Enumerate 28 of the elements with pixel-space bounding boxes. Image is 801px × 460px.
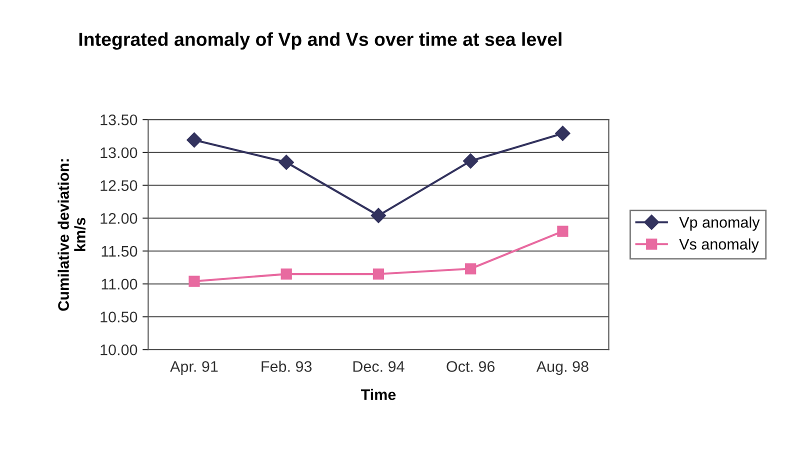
point	[188, 276, 200, 287]
x-tick-label: Apr. 91	[170, 361, 218, 375]
chart-title: Integrated anomaly of Vp and Vs over time at sea level	[79, 32, 562, 50]
y-tick-label: 11.00	[102, 278, 138, 290]
y-tick-label: 10.00	[100, 344, 138, 356]
y-tick-label: 13.50	[100, 114, 138, 126]
legend-label: Vs anomaly	[679, 238, 759, 253]
y-tick-label: 11.50	[102, 246, 138, 257]
point	[370, 208, 386, 224]
legend-label: Vp anomaly	[679, 216, 760, 231]
x-tick-label: Oct. 96	[446, 361, 495, 372]
x-tick-label: Aug. 98	[536, 361, 588, 375]
x-tick-label: Feb. 93	[262, 360, 312, 372]
y-tick-label: 12.50	[100, 180, 138, 191]
x-tick-label: Dec. 94	[353, 361, 404, 372]
point	[463, 153, 478, 169]
y-axis-title: Cumilative deviation: km/s	[58, 159, 86, 311]
point	[555, 126, 570, 141]
point	[465, 263, 476, 274]
y-tick-label: 12.00	[100, 213, 138, 224]
y-tick-label: 10.50	[100, 312, 138, 322]
y-tick-label: 13.00	[100, 147, 138, 158]
x-axis-title: Time	[360, 388, 396, 400]
point	[186, 132, 202, 148]
point	[280, 268, 292, 280]
point	[372, 268, 384, 280]
point	[557, 226, 568, 237]
point	[278, 154, 294, 170]
